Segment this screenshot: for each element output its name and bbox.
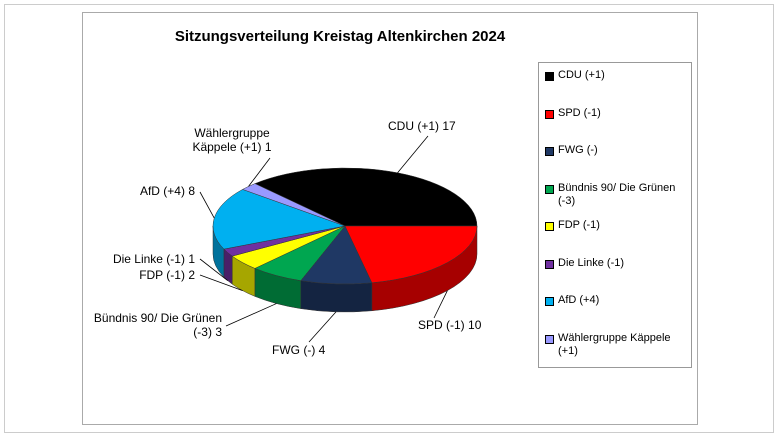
slice-side [300, 280, 373, 313]
legend-swatch [545, 222, 554, 231]
leader-line [248, 157, 271, 187]
legend-label: CDU (+1) [558, 69, 605, 81]
legend-swatch [545, 184, 554, 194]
legend-label: Wählergruppe Käppele (+1) [558, 331, 671, 357]
data-label-name: Wählergruppe Käppele (+1) [192, 126, 270, 154]
data-label: Wählergruppe Käppele (+1) 1 [177, 126, 287, 154]
legend-swatch [545, 297, 554, 306]
legend-item: FDP (-1) [545, 219, 691, 232]
data-label-name: Bündnis 90/ Die Grünen (-3) [93, 311, 222, 339]
legend-item: SPD (-1) [545, 107, 691, 120]
legend-label: FDP (-1) [558, 219, 600, 231]
legend-item: Die Linke (-1) [545, 257, 691, 270]
data-label-name: Die Linke (-1) [112, 252, 185, 266]
chart-title: Sitzungsverteilung Kreistag Altenkirchen… [174, 28, 506, 45]
data-label-value: 10 [468, 318, 482, 332]
slice [241, 183, 346, 227]
legend-swatch [545, 72, 554, 81]
slice [344, 225, 478, 284]
legend-label: Bündnis 90/ Die Grünen (-3) [558, 181, 676, 207]
data-label-name: FWG (-) [272, 343, 316, 357]
data-label-value: 1 [188, 252, 195, 266]
legend-swatch [545, 334, 554, 344]
slice [254, 167, 478, 227]
legend-label: AfD (+4) [558, 294, 600, 306]
data-label-name: FDP (-1) [139, 268, 185, 282]
legend-item: Wählergruppe Käppele (+1) [545, 332, 691, 358]
data-label-value: 4 [318, 343, 326, 357]
data-label-value: 1 [264, 140, 272, 154]
data-label: FDP (-1) 2 [75, 268, 195, 282]
data-label-value: 2 [188, 268, 195, 282]
data-label: Die Linke (-1) 1 [75, 252, 195, 266]
legend-item: Bündnis 90/ Die Grünen (-3) [545, 182, 691, 208]
data-label-name: SPD (-1) [418, 318, 465, 332]
data-label-value: 17 [442, 119, 456, 133]
data-label-name: AfD (+4) [139, 184, 185, 198]
legend: CDU (+1) SPD (-1) FWG (-) Bündnis 90/ Die G… [538, 62, 692, 368]
leader-line [199, 258, 229, 281]
data-label-name: CDU (+1) [388, 119, 440, 133]
frame [4, 4, 774, 433]
leader-line [397, 135, 429, 174]
data-label-value: 3 [215, 325, 222, 339]
chart-area [82, 12, 698, 425]
legend-item: AfD (+4) [545, 294, 691, 307]
data-label: AfD (+4) 8 [75, 184, 195, 198]
legend-label: SPD (-1) [558, 106, 601, 119]
data-label: SPD (-1) 10 [418, 318, 538, 332]
legend-item: CDU (+1) [545, 69, 691, 82]
data-label: CDU (+1) 17 [388, 119, 508, 133]
leader-line [308, 311, 337, 343]
leader-line [433, 290, 448, 319]
legend-label: Die Linke (-1) [558, 256, 625, 269]
leader-line [199, 274, 243, 291]
legend-swatch [545, 147, 554, 156]
leader-line [225, 303, 277, 327]
data-label: FWG (-) 4 [272, 343, 372, 357]
legend-label: FWG (-) [558, 144, 598, 156]
legend-item: FWG (-) [545, 144, 691, 157]
legend-swatch [545, 259, 554, 269]
data-label: Bündnis 90/ Die Grünen (-3) 3 [82, 311, 222, 339]
data-label-value: 8 [188, 184, 195, 198]
legend-swatch [545, 109, 554, 119]
leader-line [199, 191, 215, 219]
